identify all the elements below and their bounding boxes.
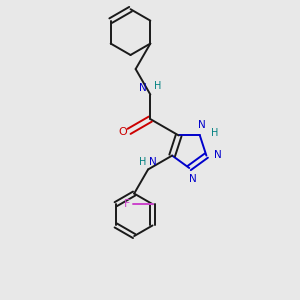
Text: H: H	[211, 128, 219, 138]
Text: H: H	[154, 81, 162, 91]
Text: F: F	[124, 199, 130, 209]
Text: N: N	[214, 150, 221, 160]
Text: H: H	[140, 157, 147, 167]
Text: N: N	[189, 174, 197, 184]
Text: O: O	[119, 127, 128, 137]
Text: N: N	[149, 157, 157, 167]
Text: N: N	[198, 120, 205, 130]
Text: N: N	[139, 83, 147, 93]
